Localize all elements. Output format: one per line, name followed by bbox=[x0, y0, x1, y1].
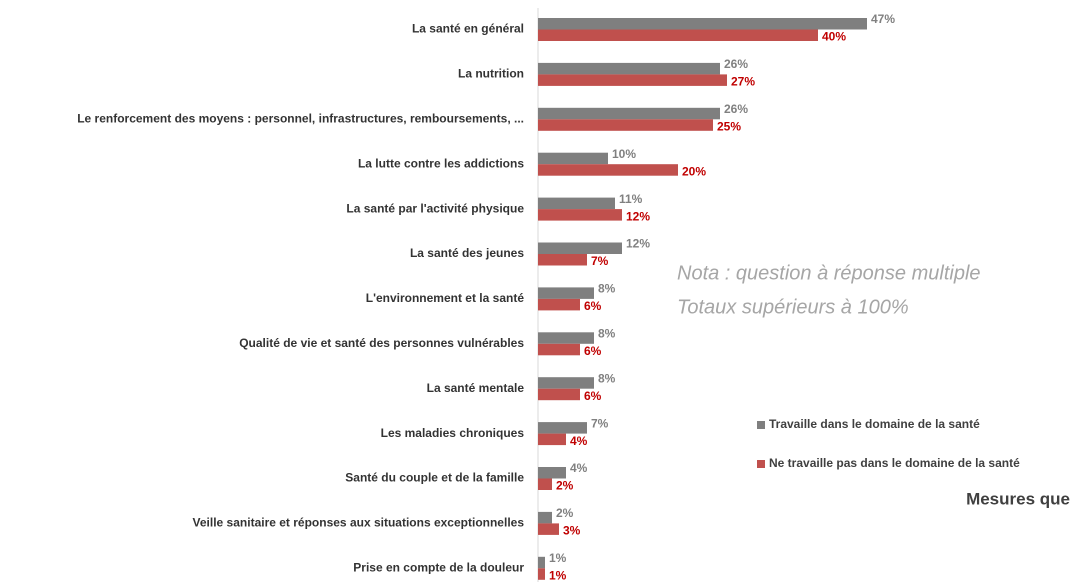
value-label: 11% bbox=[619, 192, 643, 206]
legend-label: Ne travaille pas dans le domaine de la s… bbox=[769, 456, 1020, 470]
bar bbox=[538, 377, 594, 389]
bar bbox=[538, 467, 566, 479]
bar bbox=[538, 422, 587, 434]
category-label: Veille sanitaire et réponses aux situati… bbox=[193, 516, 525, 530]
bar bbox=[538, 152, 608, 165]
category-label: Prise en compte de la douleur bbox=[353, 560, 524, 574]
legend-swatch bbox=[757, 460, 765, 468]
value-label: 4% bbox=[570, 461, 588, 475]
value-label: 2% bbox=[556, 479, 574, 493]
bar bbox=[538, 568, 545, 580]
bar bbox=[538, 107, 720, 120]
bar bbox=[538, 18, 867, 30]
category-label: La santé en général bbox=[412, 22, 524, 36]
value-label: 4% bbox=[570, 434, 588, 448]
bar bbox=[538, 343, 580, 356]
category-label: La santé des jeunes bbox=[410, 246, 524, 260]
bar bbox=[538, 29, 818, 41]
bar bbox=[538, 74, 727, 86]
category-label: Qualité de vie et santé des personnes vu… bbox=[239, 336, 524, 350]
bar bbox=[538, 478, 552, 490]
annotation: Nota : question à réponse multiple bbox=[677, 262, 981, 284]
value-label: 6% bbox=[584, 344, 602, 358]
value-label: 7% bbox=[591, 254, 609, 268]
value-label: 3% bbox=[563, 524, 581, 538]
bar bbox=[538, 242, 622, 254]
category-label: La lutte contre les addictions bbox=[358, 156, 524, 170]
value-label: 26% bbox=[724, 102, 748, 116]
bar bbox=[538, 62, 720, 75]
value-label: 8% bbox=[598, 371, 616, 385]
value-label: 8% bbox=[598, 326, 616, 340]
value-label: 12% bbox=[626, 237, 650, 251]
value-label: 6% bbox=[584, 299, 602, 313]
bar bbox=[538, 332, 594, 344]
annotation: Totaux supérieurs à 100% bbox=[677, 296, 909, 318]
value-label: 7% bbox=[591, 416, 609, 430]
value-label: 47% bbox=[871, 12, 895, 26]
category-label: Le renforcement des moyens : personnel, … bbox=[77, 111, 524, 125]
bar bbox=[538, 523, 559, 535]
value-label: 2% bbox=[556, 506, 574, 520]
bar bbox=[538, 511, 552, 524]
value-label: 6% bbox=[584, 389, 602, 403]
value-label: 10% bbox=[612, 147, 636, 161]
value-label: 12% bbox=[626, 209, 650, 223]
bar bbox=[538, 388, 580, 401]
bar bbox=[538, 556, 545, 569]
bar bbox=[538, 298, 580, 311]
category-label: La santé par l'activité physique bbox=[346, 201, 524, 215]
value-label: 27% bbox=[731, 75, 755, 89]
value-label: 1% bbox=[549, 551, 567, 565]
value-label: 1% bbox=[549, 568, 567, 582]
value-label: 20% bbox=[682, 164, 706, 178]
value-label: 26% bbox=[724, 57, 748, 71]
value-label: 25% bbox=[717, 119, 741, 133]
category-label: La santé mentale bbox=[427, 381, 525, 395]
category-label: La nutrition bbox=[458, 67, 524, 81]
bar bbox=[538, 119, 713, 131]
bar bbox=[538, 433, 566, 446]
category-label: Les maladies chroniques bbox=[381, 426, 525, 440]
bar bbox=[538, 209, 622, 221]
bar bbox=[538, 164, 678, 176]
chart-title: Mesures que bbox=[966, 489, 1070, 508]
category-label: L'environnement et la santé bbox=[366, 291, 525, 305]
value-label: 40% bbox=[822, 30, 846, 44]
legend-swatch bbox=[757, 421, 765, 429]
bar bbox=[538, 254, 587, 266]
bar bbox=[538, 287, 594, 299]
value-label: 8% bbox=[598, 282, 616, 296]
category-label: Santé du couple et de la famille bbox=[345, 471, 524, 485]
legend-label: Travaille dans le domaine de la santé bbox=[769, 417, 980, 431]
bar bbox=[538, 197, 615, 210]
